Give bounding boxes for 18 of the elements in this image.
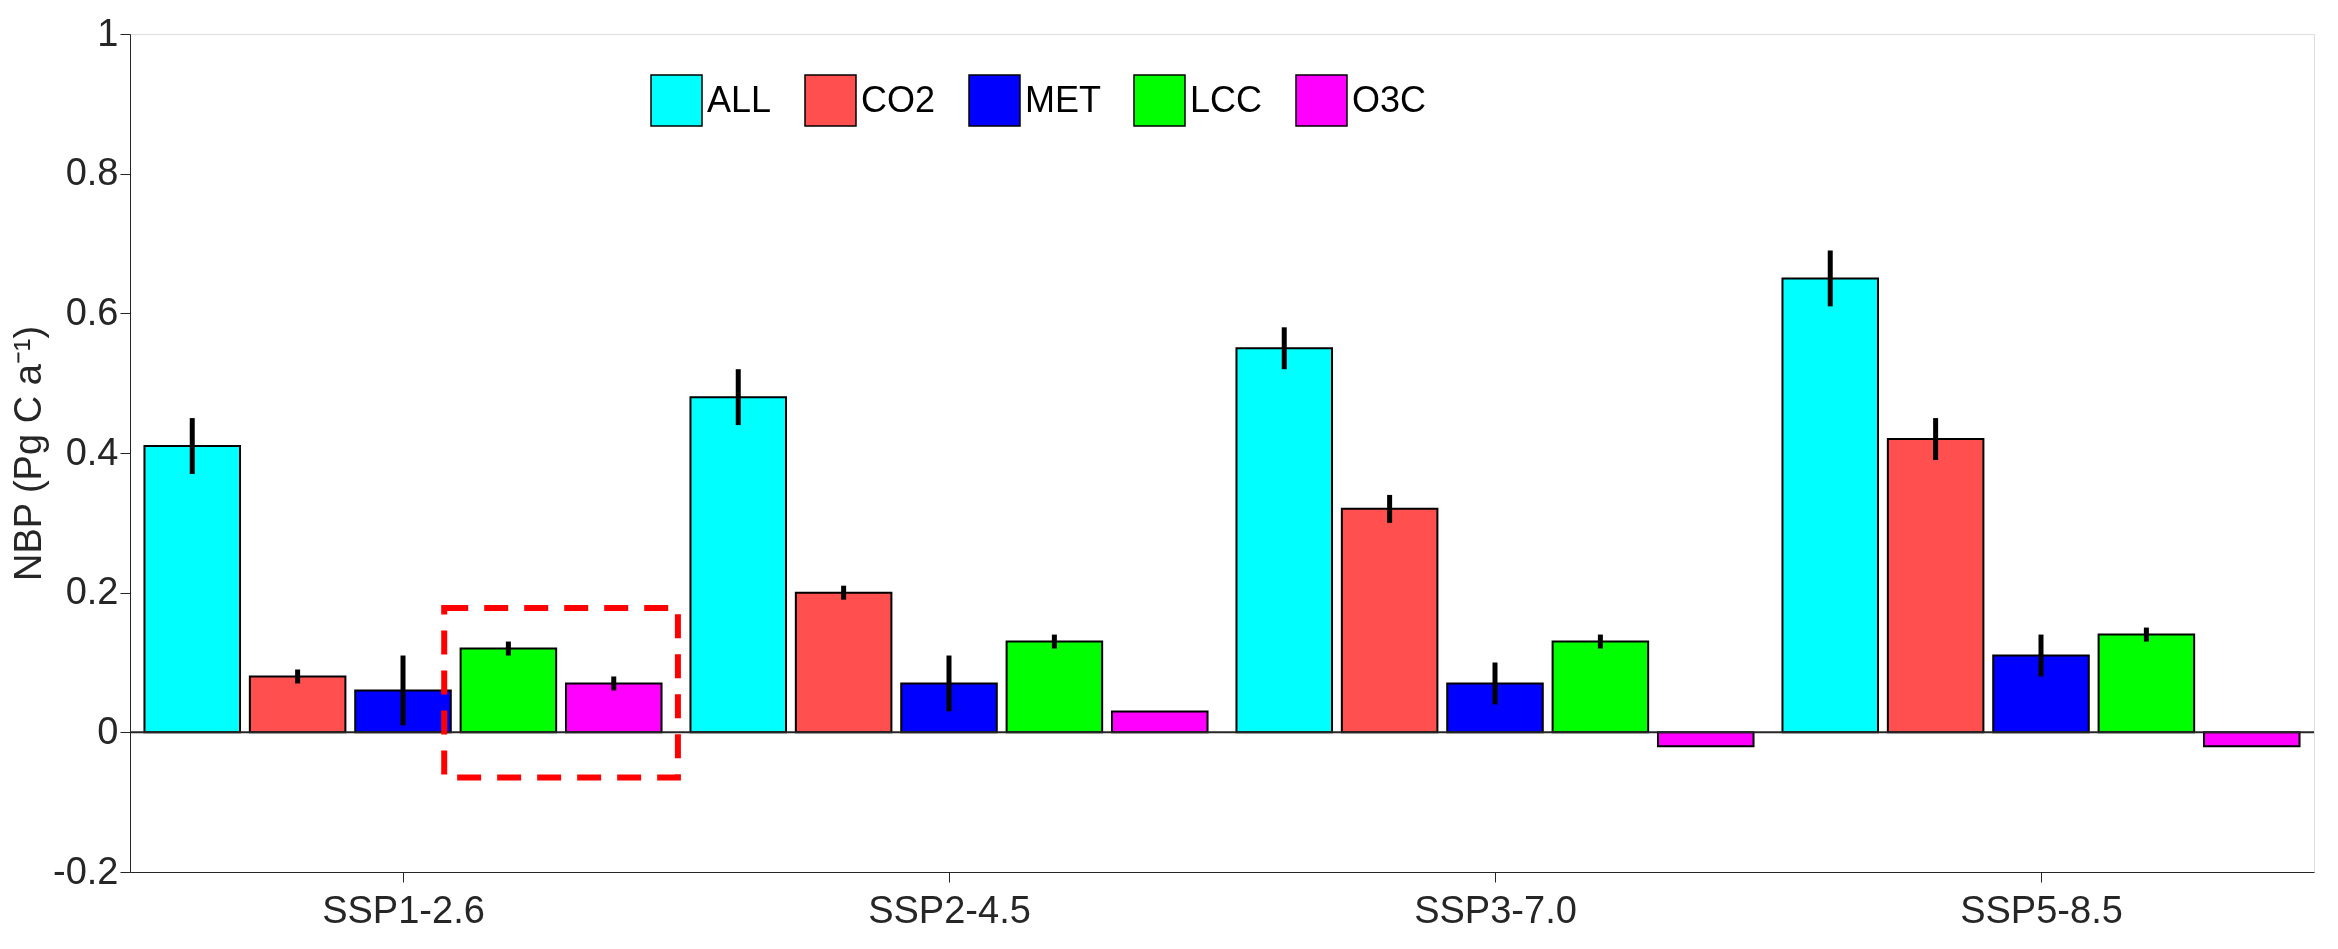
legend-label: CO2 bbox=[861, 78, 936, 120]
x-tick-label: SSP3-7.0 bbox=[1414, 888, 1577, 931]
y-tick-label: 1 bbox=[97, 11, 119, 54]
bar bbox=[1110, 710, 1209, 734]
y-tick-label: 0.8 bbox=[65, 151, 119, 194]
y-axis-title: NBP (Pg C a⁻¹) bbox=[7, 325, 50, 582]
x-tick-label: SSP5-8.5 bbox=[1960, 888, 2123, 931]
x-tick-label: SSP2-4.5 bbox=[868, 888, 1031, 931]
y-tick-label: -0.2 bbox=[53, 849, 119, 892]
y-tick-label: 0.6 bbox=[65, 290, 119, 333]
x-tick-label: SSP1-2.6 bbox=[322, 888, 485, 931]
y-tick-label: 0.4 bbox=[65, 430, 119, 473]
legend-label: MET bbox=[1025, 78, 1101, 120]
legend-label: O3C bbox=[1352, 78, 1427, 120]
legend-label: LCC bbox=[1190, 78, 1263, 120]
y-tick-label: 0.2 bbox=[65, 570, 119, 613]
legend-label: ALL bbox=[707, 78, 772, 120]
y-tick-label: 0 bbox=[97, 709, 119, 752]
